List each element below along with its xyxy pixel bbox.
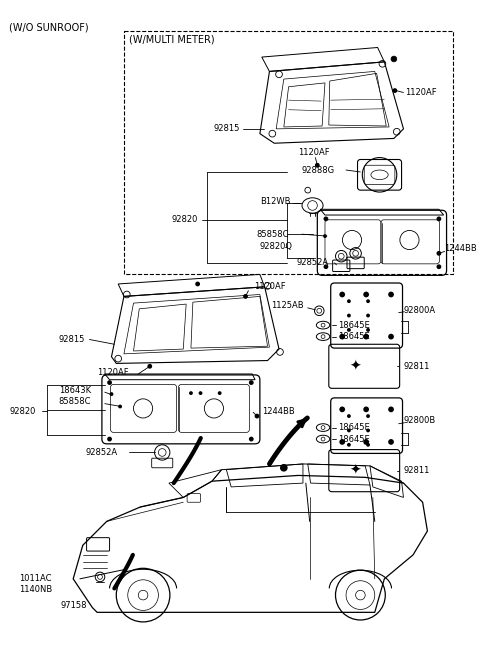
Circle shape bbox=[107, 380, 112, 385]
Circle shape bbox=[323, 234, 327, 238]
Circle shape bbox=[347, 443, 351, 447]
Text: 1011AC: 1011AC bbox=[19, 575, 51, 583]
Circle shape bbox=[388, 292, 394, 297]
Text: 1120AF: 1120AF bbox=[406, 88, 437, 97]
Circle shape bbox=[199, 391, 203, 395]
Text: 92820: 92820 bbox=[9, 407, 36, 416]
Text: B12WB: B12WB bbox=[260, 197, 290, 206]
Text: 18643K: 18643K bbox=[59, 386, 91, 395]
Text: 1244BB: 1244BB bbox=[262, 407, 295, 416]
Circle shape bbox=[388, 439, 394, 445]
Circle shape bbox=[347, 299, 351, 303]
Text: 97158: 97158 bbox=[61, 601, 87, 610]
Circle shape bbox=[363, 334, 369, 340]
Text: 18645E: 18645E bbox=[338, 434, 370, 443]
Text: ✦: ✦ bbox=[350, 359, 361, 373]
Circle shape bbox=[347, 414, 351, 418]
Circle shape bbox=[147, 364, 152, 369]
Text: 1125AB: 1125AB bbox=[271, 302, 304, 310]
Circle shape bbox=[436, 264, 441, 269]
Circle shape bbox=[347, 328, 351, 332]
Circle shape bbox=[324, 264, 328, 269]
Text: 92852A: 92852A bbox=[85, 448, 118, 457]
Circle shape bbox=[393, 88, 397, 93]
Circle shape bbox=[280, 464, 288, 472]
Text: 1120AF: 1120AF bbox=[254, 282, 286, 291]
Circle shape bbox=[339, 439, 345, 445]
Text: 92820Q: 92820Q bbox=[260, 242, 293, 251]
Text: 18645E: 18645E bbox=[338, 321, 370, 329]
Text: 92815: 92815 bbox=[214, 125, 240, 133]
Bar bbox=[124, 31, 453, 274]
Circle shape bbox=[366, 328, 370, 332]
Text: 92811: 92811 bbox=[404, 466, 430, 475]
Circle shape bbox=[339, 292, 345, 297]
Text: 18645E: 18645E bbox=[338, 332, 370, 341]
Circle shape bbox=[315, 163, 320, 168]
Circle shape bbox=[218, 391, 222, 395]
Circle shape bbox=[347, 428, 351, 432]
Text: 92852A: 92852A bbox=[296, 258, 328, 268]
Circle shape bbox=[243, 294, 248, 298]
Circle shape bbox=[436, 216, 441, 221]
Text: 92815: 92815 bbox=[59, 335, 85, 344]
Text: 1120AF: 1120AF bbox=[298, 148, 330, 157]
Circle shape bbox=[339, 334, 345, 340]
Circle shape bbox=[363, 407, 369, 412]
Circle shape bbox=[189, 391, 193, 395]
Text: 92800B: 92800B bbox=[404, 417, 436, 425]
Circle shape bbox=[118, 405, 122, 409]
Text: (W/O SUNROOF): (W/O SUNROOF) bbox=[9, 22, 89, 32]
Circle shape bbox=[249, 437, 253, 441]
Circle shape bbox=[363, 292, 369, 297]
Circle shape bbox=[366, 314, 370, 318]
Circle shape bbox=[347, 314, 351, 318]
Circle shape bbox=[324, 216, 328, 221]
Circle shape bbox=[249, 380, 253, 385]
Circle shape bbox=[366, 428, 370, 432]
Circle shape bbox=[107, 437, 112, 441]
Circle shape bbox=[436, 251, 441, 256]
Circle shape bbox=[366, 414, 370, 418]
Text: 92800A: 92800A bbox=[404, 306, 436, 316]
Circle shape bbox=[195, 281, 200, 287]
Text: 18645E: 18645E bbox=[338, 423, 370, 432]
Circle shape bbox=[254, 414, 259, 419]
Text: 85858C: 85858C bbox=[59, 398, 91, 406]
Circle shape bbox=[391, 56, 397, 62]
Text: (W/MULTI METER): (W/MULTI METER) bbox=[129, 35, 215, 45]
Circle shape bbox=[388, 407, 394, 412]
Circle shape bbox=[363, 439, 369, 445]
Circle shape bbox=[366, 443, 370, 447]
Text: 92888G: 92888G bbox=[302, 165, 335, 174]
Text: 85858C: 85858C bbox=[256, 230, 288, 239]
Text: 92811: 92811 bbox=[404, 362, 430, 371]
Circle shape bbox=[388, 334, 394, 340]
Circle shape bbox=[339, 407, 345, 412]
Text: 1140NB: 1140NB bbox=[19, 585, 52, 594]
Text: 1244BB: 1244BB bbox=[444, 244, 477, 253]
Circle shape bbox=[109, 392, 113, 396]
Text: 1120AF: 1120AF bbox=[97, 369, 129, 377]
Text: 92820: 92820 bbox=[172, 215, 198, 224]
Circle shape bbox=[366, 299, 370, 303]
Text: ✦: ✦ bbox=[350, 464, 361, 478]
